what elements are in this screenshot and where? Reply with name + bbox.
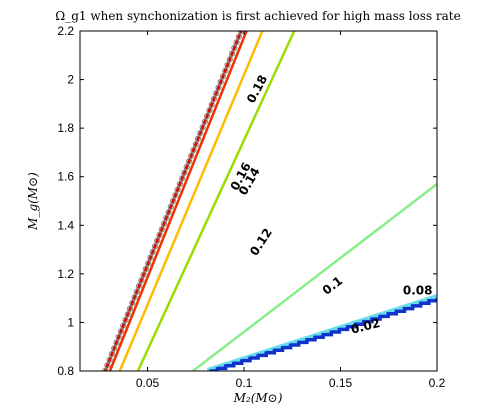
- series-point-0.18: [165, 209, 172, 216]
- series-point-0.18: [213, 90, 220, 97]
- series-point-0.18: [133, 288, 140, 295]
- series-point-0.18: [179, 175, 186, 182]
- series-point-0.18: [145, 260, 152, 267]
- series-point-0.18: [199, 124, 206, 131]
- series-point-0.18: [226, 56, 233, 63]
- series-point-0.18: [210, 95, 217, 103]
- series-point-0.18: [170, 197, 177, 205]
- y-tick-label: 2.2: [57, 24, 74, 38]
- series-point-0.18: [188, 152, 195, 159]
- y-tick-label: 2: [67, 73, 74, 87]
- series-point-0.18: [185, 158, 193, 165]
- series-line-0.02: [209, 298, 437, 371]
- series-point-0.18: [176, 180, 183, 188]
- series-point-0.18: [235, 33, 242, 40]
- series-point-0.18: [219, 73, 227, 80]
- series-edge-0.08: [207, 293, 437, 370]
- x-tick-label: 0.1: [236, 376, 253, 390]
- series-point-0.18: [233, 39, 240, 46]
- y-tick-label: 1.2: [57, 267, 74, 281]
- series-point-0.18: [231, 44, 238, 52]
- series-point-0.18: [195, 135, 202, 142]
- series-point-0.18: [113, 339, 120, 346]
- series-point-0.18: [181, 169, 188, 176]
- x-axis-label: M₂(M⊙): [233, 391, 283, 405]
- series-point-0.18: [122, 316, 129, 324]
- series-point-0.18: [206, 107, 213, 114]
- series-point-0.18: [129, 299, 136, 307]
- series-point-0.18: [160, 220, 168, 227]
- series-point-0.18: [136, 282, 143, 290]
- series-point-0.18: [172, 192, 179, 199]
- y-axis-label: M_g(M⊙): [26, 172, 40, 231]
- series-point-0.18: [124, 311, 131, 318]
- series-point-0.18: [142, 265, 149, 273]
- series-point-0.18: [108, 350, 116, 358]
- y-tick-label: 1.6: [57, 170, 74, 184]
- series-line-0.12: [136, 31, 296, 371]
- series-point-0.18: [138, 277, 145, 284]
- series-point-0.18: [104, 362, 111, 369]
- series-point-0.18: [154, 237, 161, 244]
- y-tick-label: 0.8: [57, 364, 74, 378]
- chart-title: Ω_g1 when synchonization is first achiev…: [55, 9, 460, 23]
- y-tick-label: 1: [67, 315, 74, 329]
- series-point-0.18: [217, 78, 224, 86]
- series-point-0.18: [222, 67, 229, 74]
- series-point-0.18: [111, 345, 118, 352]
- x-tick-label: 0.2: [429, 376, 446, 390]
- series-point-0.18: [115, 333, 122, 341]
- series-point-0.18: [190, 146, 197, 154]
- series-point-0.18: [149, 248, 156, 256]
- series-point-0.18: [120, 322, 127, 329]
- series-point-0.18: [238, 31, 245, 35]
- series-point-0.18: [208, 101, 215, 108]
- series-point-0.18: [156, 231, 163, 239]
- series-point-0.18: [140, 271, 147, 278]
- series-point-0.18: [215, 84, 222, 91]
- series-point-0.18: [147, 254, 154, 261]
- contour-label-0.08: 0.08: [403, 283, 433, 297]
- series-line-0.18: [103, 31, 243, 371]
- series-line-0.16: [108, 31, 248, 371]
- series-layer: [102, 31, 437, 371]
- series-point-0.18: [229, 50, 236, 57]
- series-point-0.18: [201, 118, 208, 125]
- series-point-0.18: [106, 356, 113, 363]
- series-line-0.1: [192, 183, 437, 371]
- series-point-0.18: [117, 328, 125, 335]
- series-point-0.18: [204, 112, 211, 120]
- axis-ticks: 0.05 0.1 0.15 0.2 0.8 1 1.2 1.4 1.6 1.8 2 2.2: [57, 24, 445, 390]
- contour-label-0.02: 0.02: [349, 316, 381, 337]
- series-point-0.18: [163, 214, 170, 222]
- series-point-0.18: [151, 243, 159, 250]
- series-point-0.18: [224, 61, 231, 69]
- x-tick-label: 0.15: [329, 376, 353, 390]
- series-point-0.18: [131, 294, 138, 301]
- series-point-0.18: [174, 186, 181, 193]
- plot-frame: [79, 30, 438, 372]
- series-point-0.18: [197, 129, 204, 137]
- series-point-0.18: [183, 163, 190, 171]
- series-point-0.18: [167, 203, 174, 210]
- x-tick-label: 0.05: [136, 376, 160, 390]
- y-tick-label: 1.4: [57, 218, 74, 232]
- y-tick-label: 1.8: [57, 121, 74, 135]
- series-point-0.18: [192, 141, 199, 148]
- series-point-0.18: [158, 226, 165, 233]
- series-point-0.18: [126, 305, 134, 312]
- series-line-0.14: [118, 31, 264, 371]
